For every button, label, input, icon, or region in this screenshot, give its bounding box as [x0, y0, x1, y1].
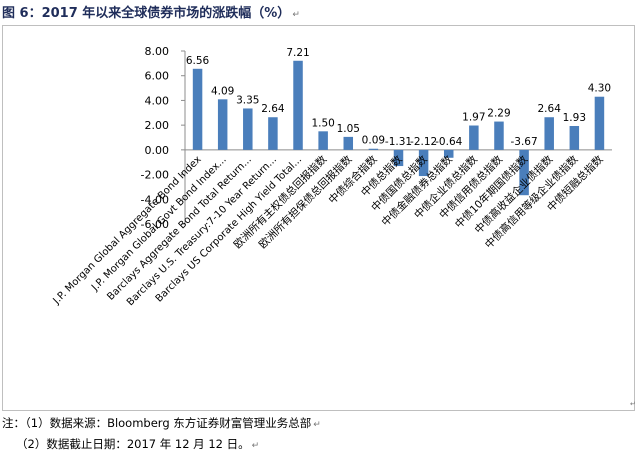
bar	[268, 117, 278, 150]
data-label: -1.31	[385, 136, 412, 148]
y-tick-label: -4.00	[141, 193, 169, 206]
bar	[393, 149, 404, 167]
bar	[318, 131, 328, 150]
note-date: （2）数据截止日期：2017 年 12 月 12 日。 ↵	[16, 437, 260, 451]
data-label: 2.64	[538, 103, 562, 115]
bar	[293, 60, 303, 150]
data-label: -2.12	[410, 136, 437, 148]
y-tick-label: 0.00	[145, 144, 170, 157]
bar	[594, 96, 605, 150]
data-label: 7.21	[286, 47, 309, 59]
data-label: 1.93	[563, 112, 586, 124]
chart-frame	[2, 25, 635, 411]
data-label: 6.56	[186, 55, 210, 67]
bar	[544, 117, 554, 150]
data-label: 1.97	[462, 112, 485, 124]
bar	[519, 149, 529, 196]
data-label: 0.09	[362, 135, 385, 147]
data-label: 3.35	[236, 94, 259, 106]
data-label: 2.64	[261, 103, 285, 115]
data-label: 4.30	[588, 83, 611, 95]
data-label: 2.29	[487, 108, 510, 120]
figure-title: 图 6：2017 年以来全球债券市场的涨跌幅（%） ↵	[2, 6, 300, 21]
bar	[368, 148, 379, 150]
bar	[569, 126, 580, 150]
bar	[418, 149, 429, 177]
data-label: 1.50	[311, 117, 334, 129]
bar	[469, 125, 479, 150]
y-tick-label: 8.00	[145, 45, 170, 58]
chart-notes: 注：（1）数据来源：Bloomberg 东方证券财富管理业务总部 ↵ （2）数据截…	[2, 414, 321, 456]
bar	[217, 99, 228, 150]
bar	[192, 68, 203, 150]
y-tick-label: 6.00	[145, 70, 170, 83]
data-label: 4.09	[211, 85, 234, 97]
bar	[243, 108, 253, 150]
y-tick-label: -6.00	[141, 218, 169, 231]
y-tick-label: 2.00	[145, 119, 170, 132]
data-label: 1.05	[337, 123, 360, 135]
data-label: -0.64	[435, 136, 462, 148]
bar	[343, 136, 354, 150]
bar-chart: 8.006.004.002.000.00-2.00-4.00-6.006.56J…	[51, 45, 612, 308]
y-tick-label: 4.00	[145, 94, 170, 107]
y-tick-label: -2.00	[141, 169, 169, 182]
paragraph-mark: ↵	[630, 400, 636, 408]
bar	[494, 121, 504, 150]
bar	[443, 149, 454, 158]
data-label: -3.67	[511, 136, 538, 148]
note-source: 注：（1）数据来源：Bloomberg 东方证券财富管理业务总部 ↵	[2, 416, 321, 430]
